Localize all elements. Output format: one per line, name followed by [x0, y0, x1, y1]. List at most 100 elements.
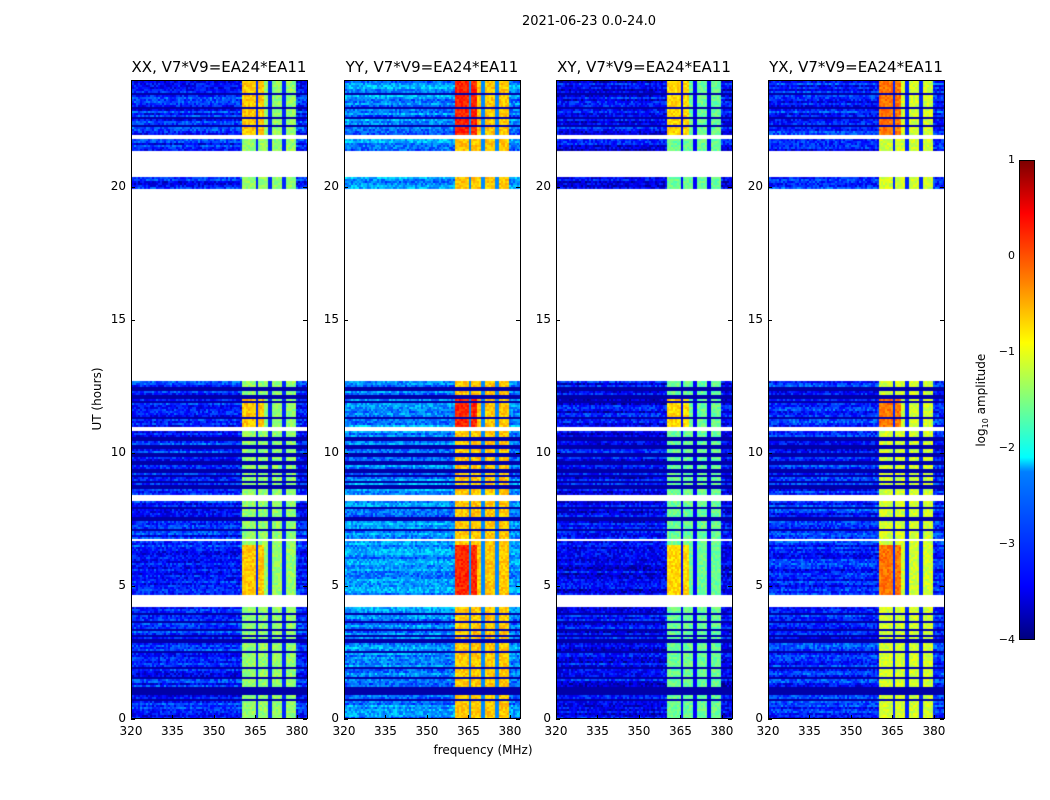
x-tick-mark	[768, 715, 769, 719]
x-tick-mark	[509, 715, 511, 719]
y-tick-mark	[940, 319, 944, 321]
y-tick-mark	[556, 452, 560, 454]
panel-title-yx: YX, V7*V9=EA24*EA11	[769, 58, 943, 76]
y-tick-mark	[344, 585, 348, 587]
x-tick-label: 380	[285, 724, 309, 738]
y-tick-mark	[131, 319, 135, 321]
heatmap-cells	[557, 81, 732, 718]
x-tick-mark	[296, 715, 298, 719]
y-tick-mark	[768, 585, 772, 587]
y-tick-mark	[768, 186, 772, 188]
y-tick-mark	[728, 186, 732, 188]
y-tick-mark	[516, 719, 520, 720]
y-tick-mark	[556, 186, 560, 188]
x-tick-label: 320	[332, 724, 356, 738]
colorbar-tick-label: −2	[998, 441, 1015, 454]
x-tick-mark	[721, 715, 723, 719]
y-tick-mark	[344, 319, 348, 321]
y-tick-label: 10	[535, 444, 551, 459]
x-tick-mark	[933, 715, 935, 719]
y-tick-mark	[940, 452, 944, 454]
y-tick-label: 5	[543, 577, 551, 592]
x-tick-mark	[385, 715, 387, 719]
x-tick-mark	[213, 715, 215, 719]
y-tick-label: 0	[755, 711, 763, 725]
x-tick-mark	[638, 715, 640, 719]
y-tick-mark	[516, 452, 520, 454]
y-tick-mark	[131, 452, 135, 454]
x-tick-label: 365	[457, 724, 480, 738]
y-tick-mark	[344, 186, 348, 188]
y-tick-label: 20	[110, 178, 126, 193]
x-tick-label: 350	[202, 724, 226, 738]
y-tick-label: 20	[747, 178, 763, 193]
heatmap-cells	[132, 81, 307, 718]
heatmap-cells	[769, 81, 944, 718]
y-tick-mark	[556, 319, 560, 321]
y-tick-label: 5	[755, 577, 763, 592]
x-tick-mark	[131, 715, 132, 719]
y-tick-mark	[303, 452, 307, 454]
y-tick-mark	[303, 319, 307, 321]
x-tick-label: 380	[710, 724, 734, 738]
y-tick-mark	[556, 585, 560, 587]
x-tick-mark	[556, 715, 557, 719]
y-tick-mark	[728, 319, 732, 321]
y-tick-mark	[768, 452, 772, 454]
x-tick-label: 335	[798, 724, 821, 738]
x-tick-label: 350	[415, 724, 439, 738]
x-tick-mark	[255, 715, 257, 719]
x-tick-label: 335	[586, 724, 609, 738]
x-tick-mark	[597, 715, 599, 719]
panel-title-xy: XY, V7*V9=EA24*EA11	[557, 58, 731, 76]
y-tick-mark	[344, 452, 348, 454]
y-tick-mark	[728, 452, 732, 454]
x-tick-mark	[809, 715, 811, 719]
x-tick-mark	[172, 715, 174, 719]
y-tick-label: 15	[110, 311, 126, 326]
y-tick-label: 20	[323, 178, 339, 193]
x-tick-mark	[344, 715, 345, 719]
x-tick-mark	[680, 715, 682, 719]
y-tick-label: 5	[331, 577, 339, 592]
y-tick-label: 5	[118, 577, 126, 592]
y-tick-mark	[344, 719, 348, 720]
x-tick-label: 365	[669, 724, 692, 738]
y-tick-mark	[516, 585, 520, 587]
x-tick-mark	[426, 715, 428, 719]
x-tick-label: 335	[374, 724, 397, 738]
panel-title-xx: XX, V7*V9=EA24*EA11	[131, 58, 307, 76]
y-tick-mark	[303, 585, 307, 587]
y-tick-label: 15	[535, 311, 551, 326]
y-tick-mark	[556, 719, 560, 720]
heatmap-cells	[345, 81, 520, 718]
panel-title-yy: YY, V7*V9=EA24*EA11	[345, 58, 519, 76]
y-tick-mark	[768, 719, 772, 720]
colorbar-tick-label: 0	[1008, 249, 1015, 262]
y-tick-label: 0	[118, 711, 126, 725]
y-tick-mark	[131, 719, 135, 720]
x-tick-label: 380	[922, 724, 946, 738]
x-tick-label: 365	[244, 724, 267, 738]
y-tick-mark	[728, 585, 732, 587]
y-tick-mark	[516, 186, 520, 188]
x-tick-mark	[850, 715, 852, 719]
x-tick-mark	[468, 715, 470, 719]
y-tick-label: 10	[110, 444, 126, 459]
colorbar-tick-label: −3	[998, 537, 1015, 550]
x-tick-label: 350	[839, 724, 863, 738]
y-tick-label: 10	[747, 444, 763, 459]
x-tick-label: 350	[627, 724, 651, 738]
heatmap-panel-yy	[344, 80, 521, 719]
x-tick-mark	[892, 715, 894, 719]
y-axis-label: UT (hours)	[90, 367, 104, 431]
y-tick-mark	[768, 319, 772, 321]
y-tick-label: 10	[323, 444, 339, 459]
figure-title: 2021-06-23 0.0-24.0	[522, 14, 656, 29]
x-tick-label: 320	[119, 724, 143, 738]
y-tick-label: 15	[747, 311, 763, 326]
heatmap-panel-xy	[556, 80, 733, 719]
heatmap-panel-yx	[768, 80, 945, 719]
y-tick-mark	[940, 719, 944, 720]
